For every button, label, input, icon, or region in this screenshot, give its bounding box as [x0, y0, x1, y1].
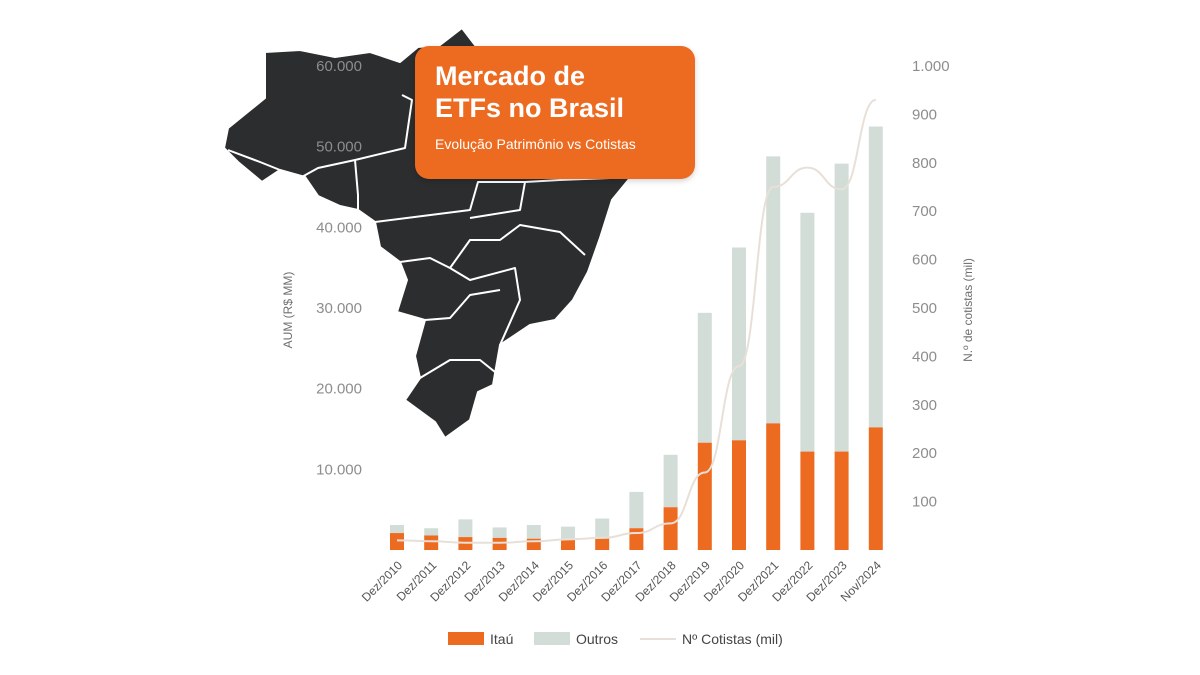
bar-itau: [868, 427, 883, 550]
y-tick-right: 400: [912, 348, 937, 365]
bar-itau: [492, 537, 507, 550]
bar-itau: [697, 442, 712, 550]
cotistas-line: [396, 98, 877, 544]
bar-outros: [561, 526, 575, 540]
bar-itau: [629, 528, 644, 550]
y-tick-right: 900: [912, 106, 937, 123]
map-region-border-1: [227, 149, 359, 210]
bar-outros: [868, 126, 883, 428]
bar-itau: [561, 539, 575, 550]
y-tick-left: 30.000: [316, 300, 362, 317]
bar-itau: [424, 535, 439, 550]
bar-outros: [458, 519, 473, 538]
bar-outros: [390, 524, 404, 534]
bar-itau: [390, 533, 404, 550]
map-region-border-5: [449, 267, 521, 346]
legend: Itaú Outros Nº Cotistas (mil): [448, 631, 783, 647]
y-tick-left: 20.000: [316, 381, 362, 398]
bar-outros: [526, 524, 541, 539]
bar-itau: [766, 423, 781, 550]
bar-outros: [663, 454, 678, 508]
bar-itau: [800, 451, 815, 550]
title-card: Mercado de ETFs no Brasil Evolução Patri…: [415, 46, 695, 179]
y-axis-left: 10.000 20.000 30.000 40.000 50.000 60.000: [316, 58, 362, 478]
bar-outros: [834, 163, 849, 452]
y-tick-right: 500: [912, 300, 937, 317]
y-axis-title-right: N.º de cotistas (mil): [961, 258, 975, 362]
bar-outros: [424, 528, 439, 536]
bar-outros: [732, 247, 746, 441]
title-line-2: ETFs no Brasil: [435, 93, 625, 123]
bar-outros: [766, 156, 781, 424]
legend-label-cotistas: Nº Cotistas (mil): [682, 631, 783, 647]
bar-series: [390, 126, 883, 550]
map-region-border-7: [419, 359, 496, 379]
bar-itau: [595, 537, 610, 550]
subtitle: Evolução Patrimônio vs Cotistas: [435, 136, 636, 152]
bar-outros: [697, 312, 712, 443]
bar-itau: [834, 451, 849, 550]
y-tick-left: 50.000: [316, 139, 362, 156]
legend-swatch-itau: [448, 632, 484, 645]
legend-label-itau: Itaú: [490, 631, 513, 647]
y-tick-right: 200: [912, 445, 937, 462]
legend-label-outros: Outros: [576, 631, 618, 647]
y-tick-right: 1.000: [912, 58, 950, 75]
y-tick-right: 600: [912, 252, 937, 269]
y-axis-title-left: AUM (R$ MM): [281, 272, 295, 349]
map-region-border-6: [424, 289, 501, 321]
bar-itau: [663, 507, 678, 550]
map-region-border-3: [374, 181, 526, 223]
legend-swatch-outros: [534, 632, 570, 645]
x-axis-categories: Dez/2010Dez/2011Dez/2012Dez/2013Dez/2014…: [359, 558, 884, 604]
title-line-1: Mercado de: [435, 61, 586, 91]
bar-itau: [526, 538, 541, 550]
y-tick-left: 10.000: [316, 461, 362, 478]
bar-outros: [492, 527, 507, 538]
bar-itau: [732, 440, 746, 550]
y-tick-right: 700: [912, 203, 937, 220]
y-tick-right: 300: [912, 397, 937, 414]
bar-outros: [595, 518, 610, 538]
bar-outros: [800, 212, 815, 452]
bar-outros: [629, 491, 644, 529]
y-tick-left: 60.000: [316, 58, 362, 75]
map-region-border-4: [399, 224, 586, 269]
map-region-border-2: [354, 94, 413, 161]
y-axis-right: 100 200 300 400 500 600 700 800 900 1.000: [912, 58, 950, 511]
y-tick-right: 800: [912, 155, 937, 172]
y-tick-left: 40.000: [316, 219, 362, 236]
y-tick-right: 100: [912, 494, 937, 511]
